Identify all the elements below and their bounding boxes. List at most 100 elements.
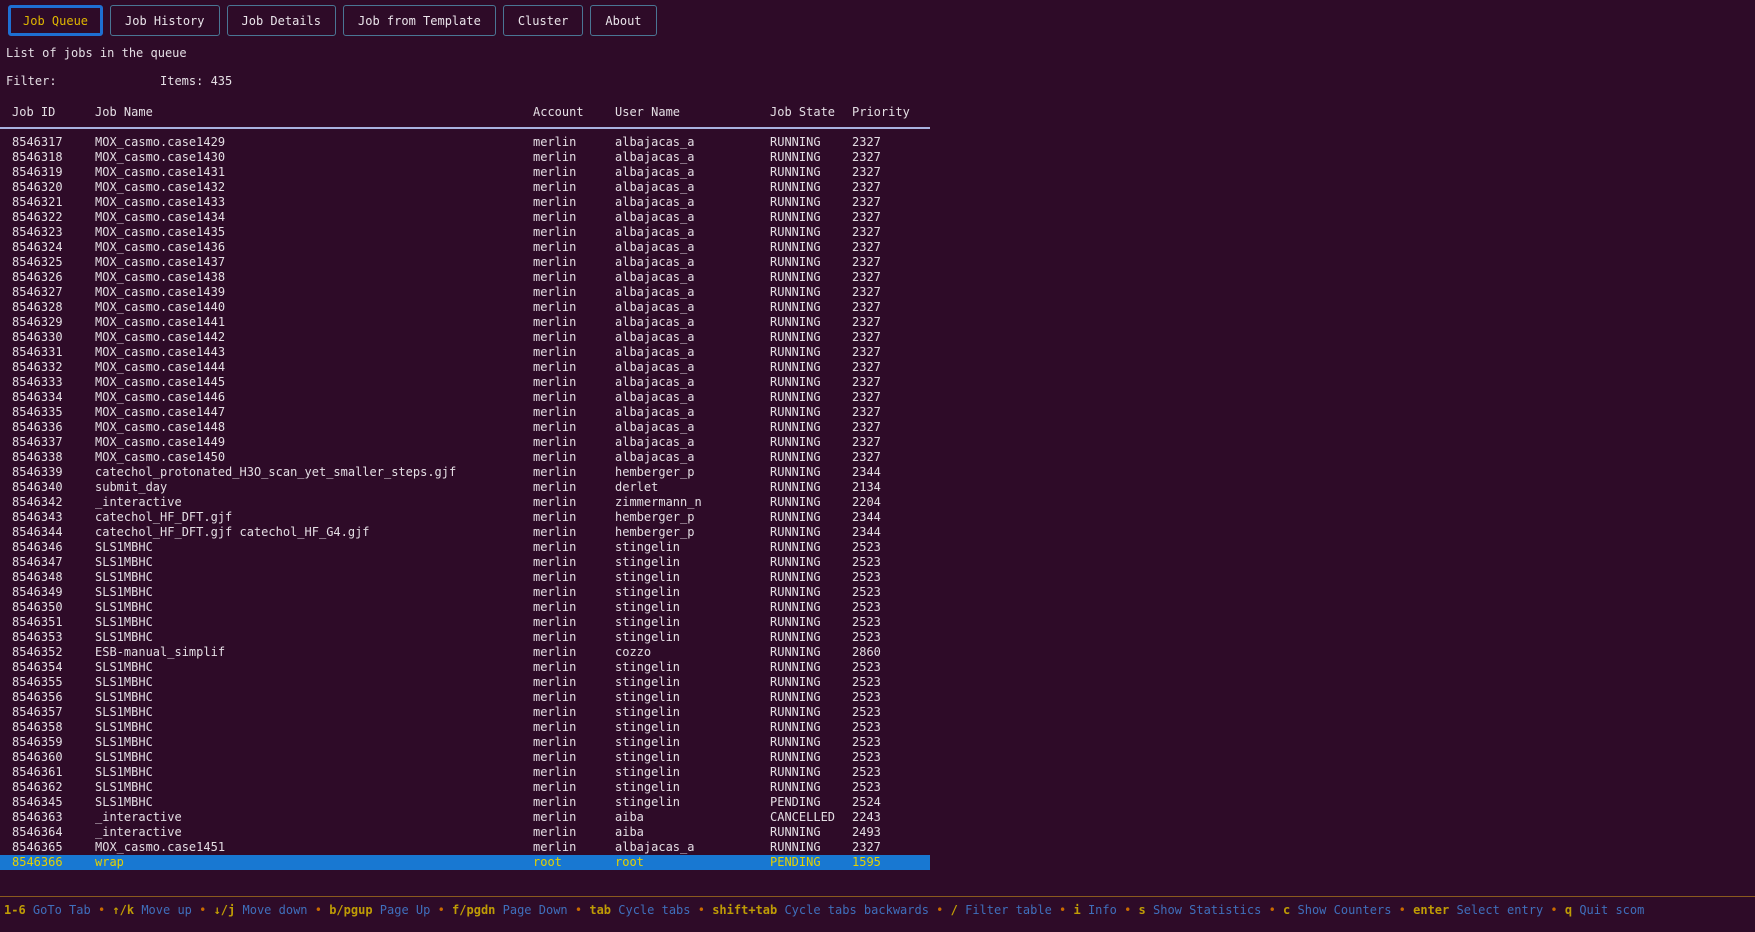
table-row[interactable]: 8546346 SLS1MBHC merlin stingelin RUNNING 252… — [0, 540, 930, 555]
table-row[interactable]: 8546339 catechol_protonated_H3O_scan_yet_… — [0, 465, 930, 480]
cell-job-state: RUNNING — [770, 495, 821, 509]
table-row[interactable]: 8546354 SLS1MBHC merlin stingelin RUNNING 252… — [0, 660, 930, 675]
keybind-label: Cycle tabs — [611, 903, 691, 917]
table-row[interactable]: 8546347 SLS1MBHC merlin stingelin RUNNING 252… — [0, 555, 930, 570]
table-row[interactable]: 8546349 SLS1MBHC merlin stingelin RUNNING 252… — [0, 585, 930, 600]
keybind-key: f/pgdn — [452, 903, 496, 917]
table-row[interactable]: 8546350 SLS1MBHC merlin stingelin RUNNING 252… — [0, 600, 930, 615]
table-row[interactable]: 8546335 MOX_casmo.case1447 merlin albajacas… — [0, 405, 930, 420]
tab-cluster[interactable]: Cluster — [502, 5, 584, 36]
cell-job-id: 8546320 — [12, 180, 63, 194]
cell-account: merlin — [533, 360, 577, 374]
table-row[interactable]: 8546363 _interactive merlin aiba CANCELLED 22… — [0, 810, 930, 825]
table-row[interactable]: 8546321 MOX_casmo.case1433 merlin albajacas… — [0, 195, 930, 210]
cell-job-state: RUNNING — [770, 135, 821, 149]
tab-job-details[interactable]: Job Details — [226, 5, 336, 36]
table-row[interactable]: 8546340 submit_day merlin derlet RUNNING 2134 — [0, 480, 930, 495]
cell-job-id: 8546340 — [12, 480, 63, 494]
table-row[interactable]: 8546333 MOX_casmo.case1445 merlin albajacas… — [0, 375, 930, 390]
table-row[interactable]: 8546337 MOX_casmo.case1449 merlin albajacas… — [0, 435, 930, 450]
filter-input[interactable] — [64, 74, 154, 88]
cell-job-state: RUNNING — [770, 645, 821, 659]
cell-user-name: stingelin — [615, 540, 681, 554]
cell-job-id: 8546364 — [12, 825, 63, 839]
cell-job-name: MOX_casmo.case1432 — [95, 180, 226, 194]
cell-job-id: 8546318 — [12, 150, 63, 164]
cell-account: merlin — [533, 225, 577, 239]
cell-account: merlin — [533, 480, 577, 494]
table-row[interactable]: 8546353 SLS1MBHC merlin stingelin RUNNING 252… — [0, 630, 930, 645]
table-row[interactable]: 8546362 SLS1MBHC merlin stingelin RUNNING 252… — [0, 780, 930, 795]
table-row[interactable]: 8546344 catechol_HF_DFT.gjf catechol_HF_G… — [0, 525, 930, 540]
tab-job-history[interactable]: Job History — [110, 5, 220, 36]
cell-job-state: RUNNING — [770, 525, 821, 539]
table-row[interactable]: 8546329 MOX_casmo.case1441 merlin albajacas… — [0, 315, 930, 330]
table-row[interactable]: 8546365 MOX_casmo.case1451 merlin albajacas… — [0, 840, 930, 855]
table-row[interactable]: 8546366 wrap root root PENDING 1595 — [0, 855, 930, 870]
table-row[interactable]: 8546318 MOX_casmo.case1430 merlin albajacas… — [0, 150, 930, 165]
table-row[interactable]: 8546317 MOX_casmo.case1429 merlin albajacas… — [0, 135, 930, 150]
table-row[interactable]: 8546323 MOX_casmo.case1435 merlin albajacas… — [0, 225, 930, 240]
table-row[interactable]: 8546352 ESB-manual_simplif merlin cozzo RUNN… — [0, 645, 930, 660]
cell-user-name: albajacas_a — [615, 420, 695, 434]
cell-priority: 2327 — [852, 180, 881, 194]
table-row[interactable]: 8546320 MOX_casmo.case1432 merlin albajacas… — [0, 180, 930, 195]
cell-priority: 2327 — [852, 390, 881, 404]
cell-job-id: 8546329 — [12, 315, 63, 329]
table-row[interactable]: 8546328 MOX_casmo.case1440 merlin albajacas… — [0, 300, 930, 315]
cell-priority: 2327 — [852, 285, 881, 299]
table-row[interactable]: 8546319 MOX_casmo.case1431 merlin albajacas… — [0, 165, 930, 180]
cell-account: merlin — [533, 390, 577, 404]
table-row[interactable]: 8546332 MOX_casmo.case1444 merlin albajacas… — [0, 360, 930, 375]
table-row[interactable]: 8546343 catechol_HF_DFT.gjf merlin hemberge… — [0, 510, 930, 525]
table-row[interactable]: 8546345 SLS1MBHC merlin stingelin PENDING 252… — [0, 795, 930, 810]
tab-job-queue[interactable]: Job Queue — [8, 5, 104, 36]
tab-bar: Job Queue Job History Job Details Job fr… — [8, 5, 657, 36]
table-row[interactable]: 8546342 _interactive merlin zimmermann_n RUN… — [0, 495, 930, 510]
cell-job-name: MOX_casmo.case1442 — [95, 330, 226, 344]
table-row[interactable]: 8546359 SLS1MBHC merlin stingelin RUNNING 252… — [0, 735, 930, 750]
table-row[interactable]: 8546331 MOX_casmo.case1443 merlin albajacas… — [0, 345, 930, 360]
table-row[interactable]: 8546351 SLS1MBHC merlin stingelin RUNNING 252… — [0, 615, 930, 630]
filter-row: Filter: Items: 435 — [6, 74, 906, 89]
keybind-key: i — [1073, 903, 1081, 917]
cell-priority: 2243 — [852, 810, 881, 824]
table-row[interactable]: 8546355 SLS1MBHC merlin stingelin RUNNING 252… — [0, 675, 930, 690]
table-row[interactable]: 8546361 SLS1MBHC merlin stingelin RUNNING 252… — [0, 765, 930, 780]
cell-job-name: SLS1MBHC — [95, 675, 153, 689]
cell-priority: 2523 — [852, 555, 881, 569]
table-row[interactable]: 8546356 SLS1MBHC merlin stingelin RUNNING 252… — [0, 690, 930, 705]
cell-job-state: RUNNING — [770, 720, 821, 734]
table-row[interactable]: 8546330 MOX_casmo.case1442 merlin albajacas… — [0, 330, 930, 345]
table-row[interactable]: 8546336 MOX_casmo.case1448 merlin albajacas… — [0, 420, 930, 435]
cell-priority: 2344 — [852, 525, 881, 539]
keybind-separator: • — [430, 903, 453, 917]
col-header-job-name: Job Name — [95, 105, 153, 119]
tab-job-from-template[interactable]: Job from Template — [343, 5, 496, 36]
cell-account: merlin — [533, 150, 577, 164]
table-row[interactable]: 8546338 MOX_casmo.case1450 merlin albajacas… — [0, 450, 930, 465]
col-header-priority: Priority — [852, 105, 910, 119]
table-row[interactable]: 8546358 SLS1MBHC merlin stingelin RUNNING 252… — [0, 720, 930, 735]
table-row[interactable]: 8546325 MOX_casmo.case1437 merlin albajacas… — [0, 255, 930, 270]
tab-about[interactable]: About — [590, 5, 657, 36]
cell-job-state: RUNNING — [770, 330, 821, 344]
table-row[interactable]: 8546348 SLS1MBHC merlin stingelin RUNNING 252… — [0, 570, 930, 585]
table-row[interactable]: 8546326 MOX_casmo.case1438 merlin albajacas… — [0, 270, 930, 285]
table-row[interactable]: 8546364 _interactive merlin aiba RUNNING 2493 — [0, 825, 930, 840]
cell-user-name: albajacas_a — [615, 135, 695, 149]
table-row[interactable]: 8546327 MOX_casmo.case1439 merlin albajacas… — [0, 285, 930, 300]
cell-job-name: MOX_casmo.case1444 — [95, 360, 226, 374]
cell-job-id: 8546349 — [12, 585, 63, 599]
cell-job-state: RUNNING — [770, 465, 821, 479]
table-row[interactable]: 8546360 SLS1MBHC merlin stingelin RUNNING 252… — [0, 750, 930, 765]
table-row[interactable]: 8546334 MOX_casmo.case1446 merlin albajacas… — [0, 390, 930, 405]
cell-job-state: RUNNING — [770, 570, 821, 584]
table-row[interactable]: 8546322 MOX_casmo.case1434 merlin albajacas… — [0, 210, 930, 225]
table-row[interactable]: 8546357 SLS1MBHC merlin stingelin RUNNING 252… — [0, 705, 930, 720]
cell-priority: 2523 — [852, 750, 881, 764]
cell-job-name: MOX_casmo.case1434 — [95, 210, 226, 224]
table-row[interactable]: 8546324 MOX_casmo.case1436 merlin albajacas… — [0, 240, 930, 255]
cell-user-name: stingelin — [615, 570, 681, 584]
cell-user-name: albajacas_a — [615, 345, 695, 359]
